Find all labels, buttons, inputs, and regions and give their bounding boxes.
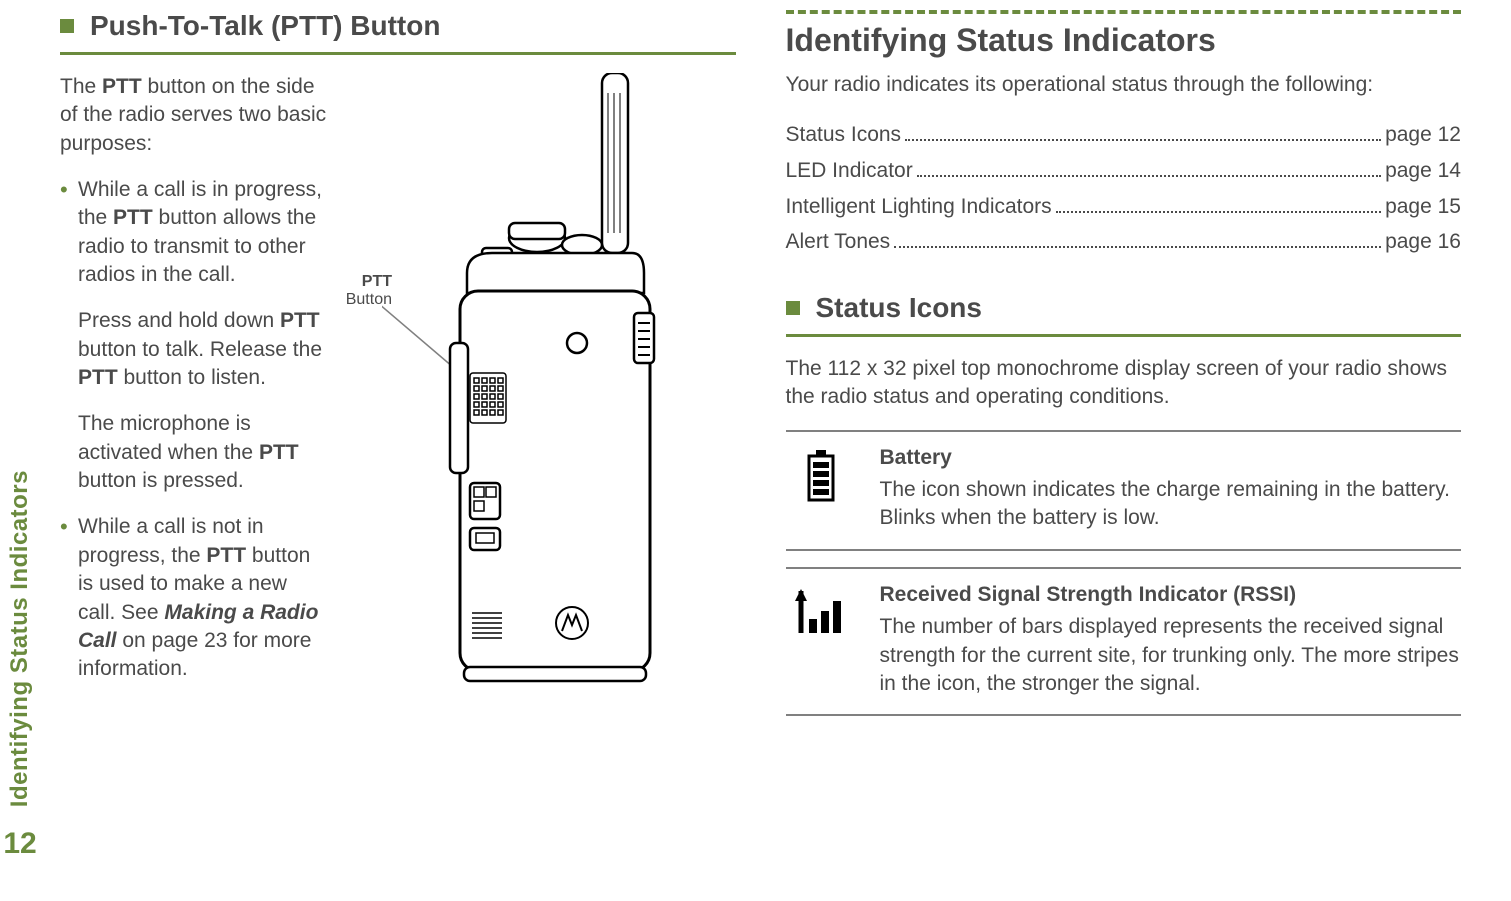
side-tab-label: Identifying Status Indicators bbox=[6, 450, 34, 807]
text-bold: PTT bbox=[102, 75, 142, 98]
heading-bullet-icon bbox=[60, 19, 74, 33]
text-bold: PTT bbox=[78, 366, 118, 389]
toc-label: LED Indicator bbox=[786, 153, 913, 189]
toc-line: Status Icons page 12 bbox=[786, 117, 1462, 153]
rssi-icon bbox=[786, 581, 856, 698]
toc-label: Intelligent Lighting Indicators bbox=[786, 189, 1052, 225]
ptt-figure: PTT Button bbox=[342, 73, 736, 702]
right-column: Identifying Status Indicators Your radio… bbox=[766, 0, 1472, 901]
ptt-bullet-1-sub1: Press and hold down PTT button to talk. … bbox=[78, 307, 330, 392]
page: Push-To-Talk (PTT) Button The PTT button… bbox=[0, 0, 1511, 901]
icon-row-battery: Battery The icon shown indicates the cha… bbox=[786, 430, 1462, 551]
text-bold: PTT bbox=[280, 309, 320, 332]
ptt-text-block: The PTT button on the side of the radio … bbox=[60, 73, 330, 702]
heading-rule bbox=[786, 334, 1462, 337]
text-bold: PTT bbox=[113, 206, 153, 229]
icon-title: Battery bbox=[880, 444, 1462, 472]
ptt-bullet-2: While a call is not in progress, the PTT… bbox=[60, 513, 330, 683]
section-heading-status-icons: Status Icons bbox=[786, 292, 1462, 324]
radio-illustration bbox=[382, 73, 682, 693]
text: button is pressed. bbox=[78, 469, 244, 492]
left-column: Push-To-Talk (PTT) Button The PTT button… bbox=[0, 0, 766, 901]
battery-icon bbox=[786, 444, 856, 533]
toc-page: page 12 bbox=[1385, 117, 1461, 153]
toc-page: page 14 bbox=[1385, 153, 1461, 189]
text: button to listen. bbox=[118, 366, 266, 389]
toc-page: page 16 bbox=[1385, 224, 1461, 260]
toc-dots bbox=[917, 175, 1381, 177]
section-heading-text: Push-To-Talk (PTT) Button bbox=[90, 10, 440, 42]
dashed-rule bbox=[786, 10, 1462, 14]
text: button to talk. Release the bbox=[78, 338, 322, 361]
ptt-bullet-list: While a call is in progress, the PTT but… bbox=[60, 176, 330, 684]
icon-desc: The icon shown indicates the charge rema… bbox=[880, 476, 1462, 533]
ptt-intro: The PTT button on the side of the radio … bbox=[60, 73, 330, 158]
ptt-content-row: The PTT button on the side of the radio … bbox=[60, 73, 736, 702]
text: Press and hold down bbox=[78, 309, 280, 332]
toc-dots bbox=[894, 246, 1381, 248]
text: The bbox=[60, 75, 102, 98]
right-intro: Your radio indicates its operational sta… bbox=[786, 71, 1462, 99]
main-heading: Identifying Status Indicators bbox=[786, 22, 1462, 59]
section-heading-ptt: Push-To-Talk (PTT) Button bbox=[60, 10, 736, 42]
toc-line: Intelligent Lighting Indicators page 15 bbox=[786, 189, 1462, 225]
page-number: 12 bbox=[3, 827, 36, 861]
toc-list: Status Icons page 12 LED Indicator page … bbox=[786, 117, 1462, 260]
toc-dots bbox=[905, 139, 1381, 141]
icon-desc: The number of bars displayed represents … bbox=[880, 613, 1462, 698]
ptt-callout: PTT Button bbox=[312, 273, 392, 310]
toc-line: LED Indicator page 14 bbox=[786, 153, 1462, 189]
toc-label: Status Icons bbox=[786, 117, 902, 153]
icon-row-rssi: Received Signal Strength Indicator (RSSI… bbox=[786, 567, 1462, 716]
text: The microphone is activated when the bbox=[78, 412, 259, 463]
side-tab: Identifying Status Indicators 12 bbox=[0, 250, 40, 861]
icon-title: Received Signal Strength Indicator (RSSI… bbox=[880, 581, 1462, 609]
ptt-bullet-1: While a call is in progress, the PTT but… bbox=[60, 176, 330, 495]
toc-label: Alert Tones bbox=[786, 224, 891, 260]
heading-rule bbox=[60, 52, 736, 55]
heading-bullet-icon bbox=[786, 301, 800, 315]
toc-page: page 15 bbox=[1385, 189, 1461, 225]
toc-line: Alert Tones page 16 bbox=[786, 224, 1462, 260]
text-bold: PTT bbox=[259, 441, 299, 464]
toc-dots bbox=[1056, 211, 1381, 213]
ptt-bullet-1-sub2: The microphone is activated when the PTT… bbox=[78, 410, 330, 495]
icon-text: Battery The icon shown indicates the cha… bbox=[880, 444, 1462, 533]
section-heading-text: Status Icons bbox=[816, 292, 982, 324]
status-icons-intro: The 112 x 32 pixel top monochrome displa… bbox=[786, 355, 1462, 412]
text-bold: PTT bbox=[206, 544, 246, 567]
icon-text: Received Signal Strength Indicator (RSSI… bbox=[880, 581, 1462, 698]
